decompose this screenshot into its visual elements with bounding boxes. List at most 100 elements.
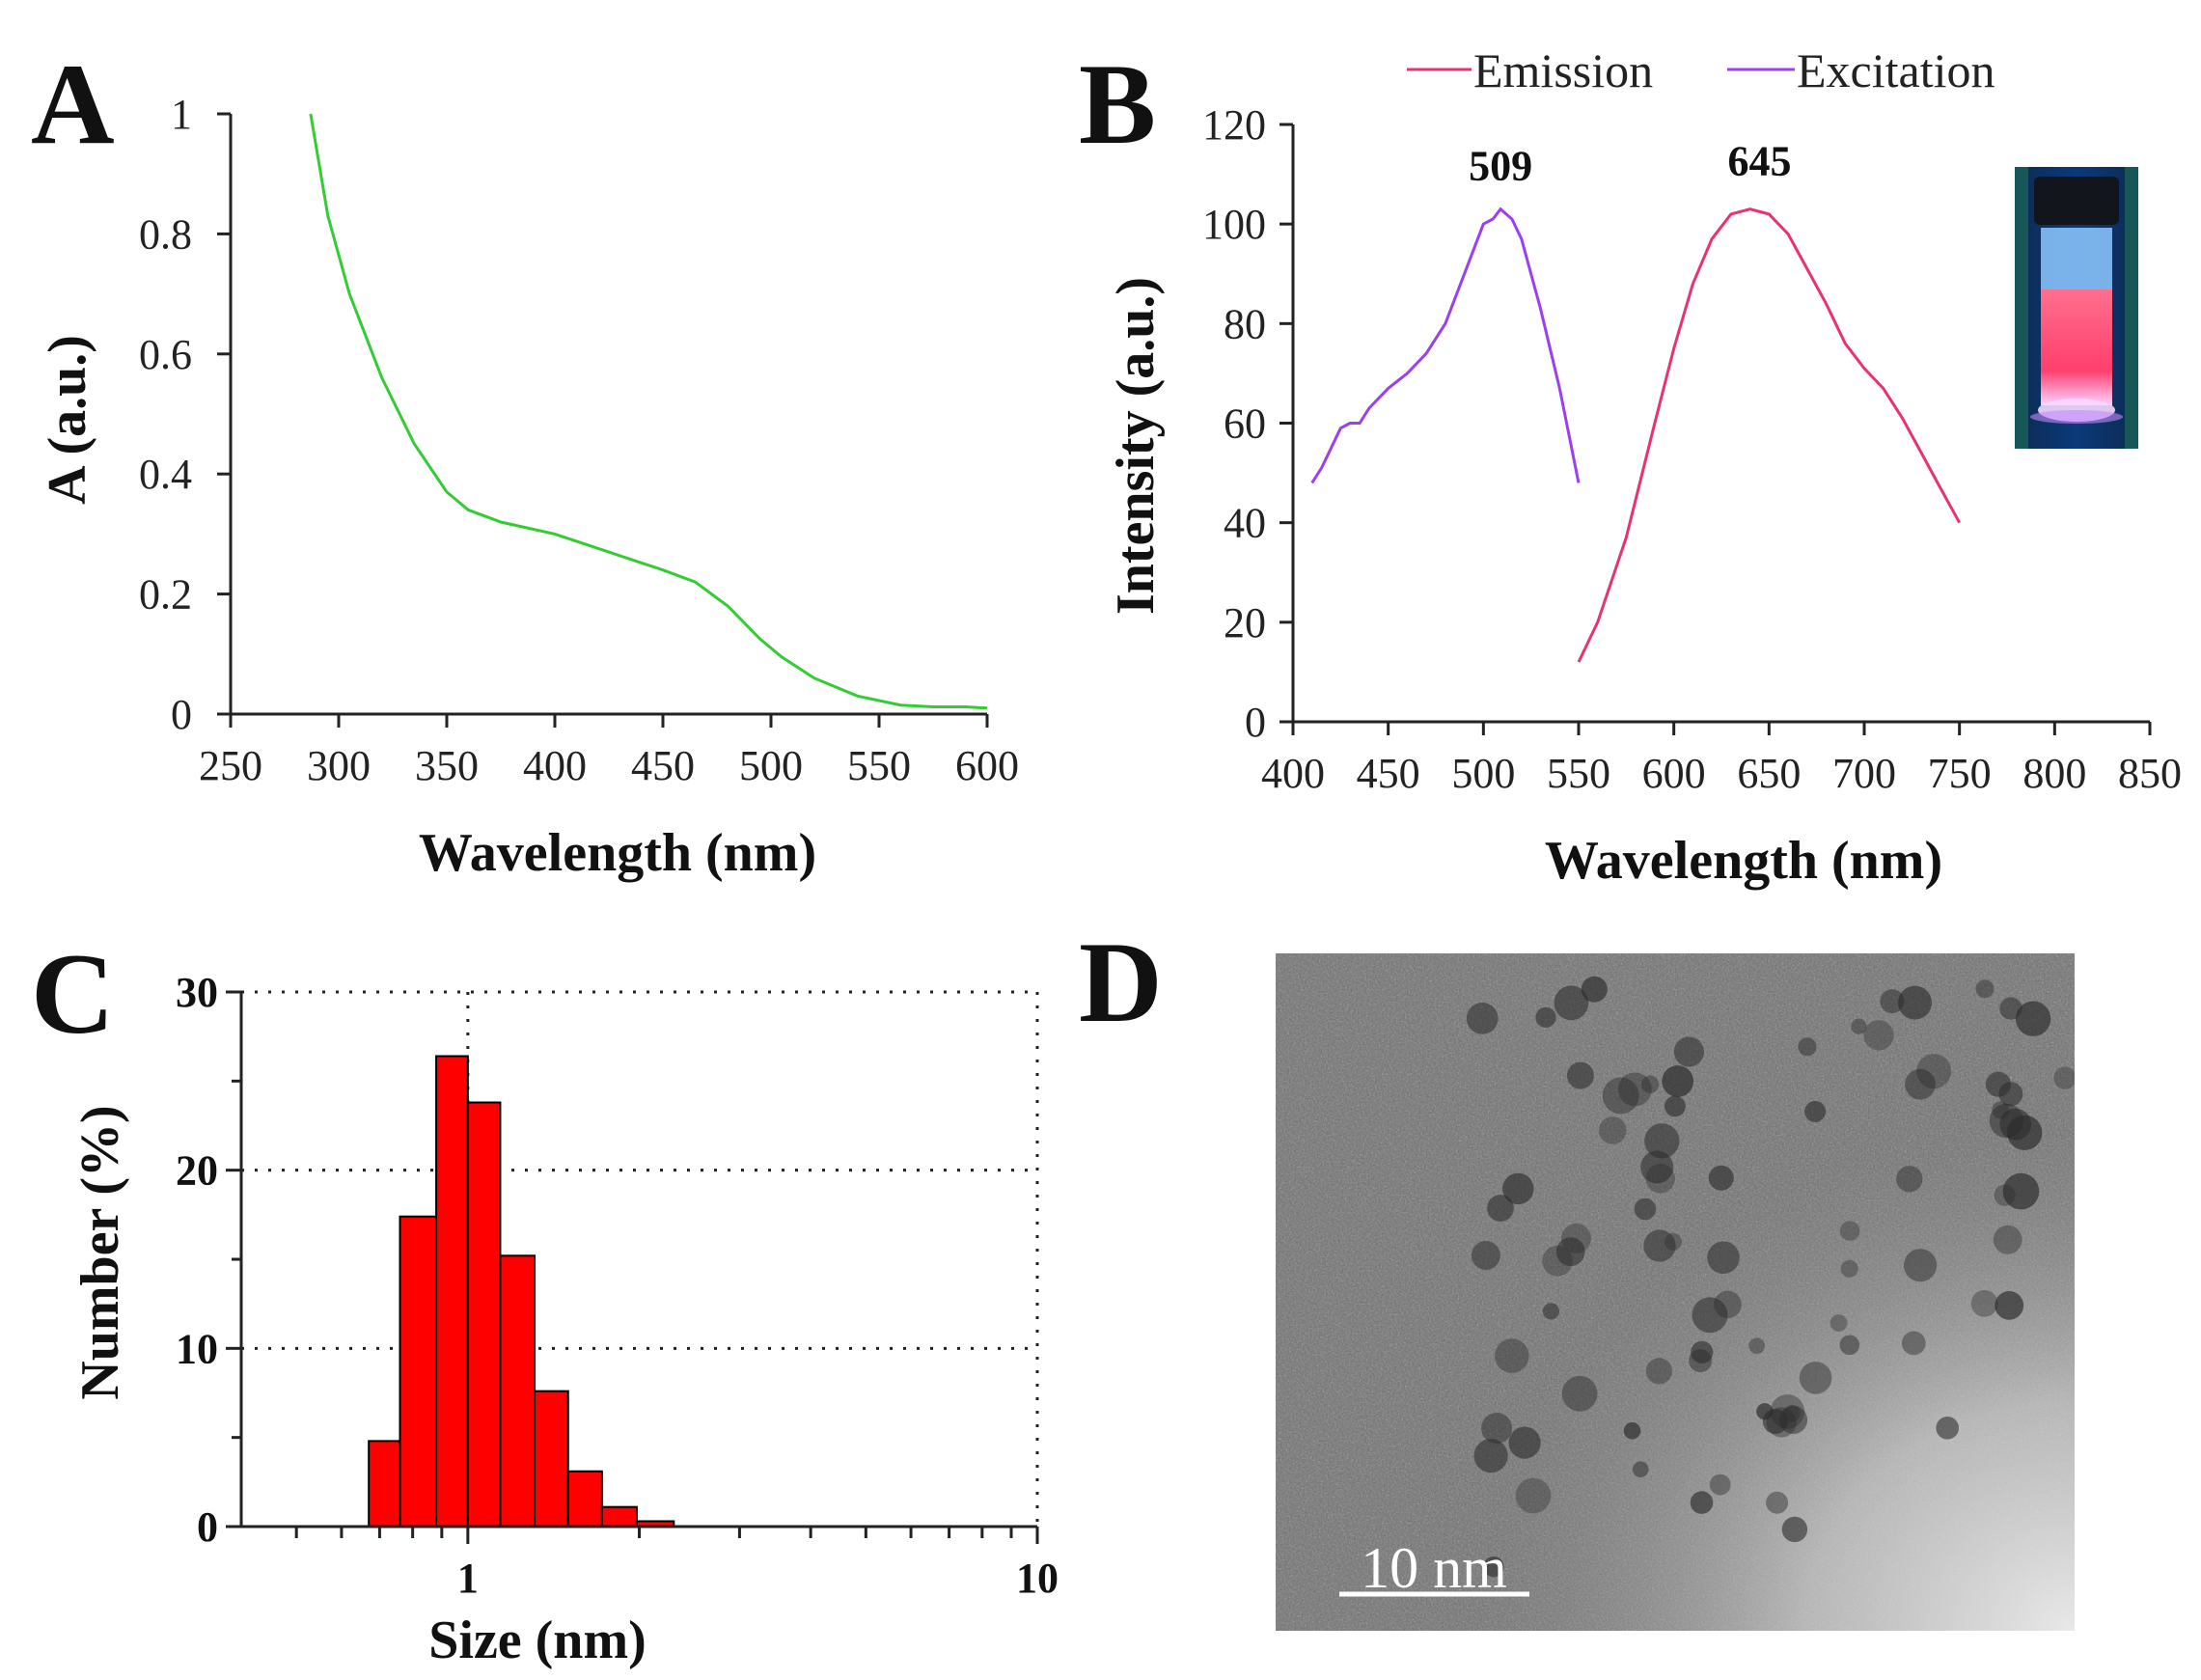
panel-c-y-ticks: 0 10 20 30 [176, 969, 241, 1551]
nanoparticle [1599, 1116, 1627, 1144]
panel-a-x-tick-label: 250 [199, 742, 262, 789]
panel-a-y-tick-label: 0.4 [139, 451, 192, 498]
nanoparticle [1781, 1516, 1808, 1543]
nanoparticle [1936, 1417, 1959, 1440]
nanoparticle [1904, 1249, 1938, 1282]
nanoparticle [1766, 1491, 1789, 1514]
nanoparticle [1799, 1362, 1832, 1394]
panel-a-y-tick-label: 0 [171, 691, 192, 738]
nanoparticle [1542, 1303, 1559, 1320]
nanoparticle [1995, 1291, 2024, 1320]
emission-peak-label: 645 [1727, 138, 1791, 185]
panel-a-y-ticks: 0 0.2 0.4 0.6 0.8 1 [139, 91, 231, 738]
panel-b-fluorescence-chart: B Emission Excitation 400 450 500 550 600 650… [1079, 40, 2182, 891]
nanoparticle [2015, 1001, 2051, 1036]
nanoparticle [1992, 1101, 2010, 1119]
nanoparticle [1487, 1195, 1514, 1222]
nanoparticle [1483, 1556, 1504, 1578]
nanoparticle [1643, 1229, 1676, 1262]
panel-c-x-tick-label: 1 [457, 1555, 479, 1602]
nanoparticle [1851, 1018, 1867, 1034]
nanoparticle [1617, 1072, 1652, 1107]
nanoparticle [1634, 1198, 1657, 1221]
nanoparticle [1905, 1068, 1936, 1100]
histogram-bar [566, 1470, 603, 1528]
nanoparticle-dots [1466, 976, 2075, 1578]
panel-c-letter: C [31, 929, 115, 1058]
panel-b-x-tick-label: 550 [1547, 750, 1610, 797]
panel-a-y-tick-label: 0.2 [139, 571, 192, 619]
nanoparticle [1709, 1473, 1731, 1496]
excitation-peak-label: 509 [1469, 143, 1532, 190]
nanoparticle [1985, 1071, 2011, 1097]
nanoparticle [1602, 1077, 1639, 1115]
nanoparticle [1707, 1241, 1740, 1274]
panel-b-x-tick-label: 850 [2118, 750, 2182, 797]
nanoparticle [1673, 1036, 1704, 1067]
nanoparticle [1798, 1037, 1817, 1057]
histogram-bar [600, 1505, 638, 1528]
panel-b-y-tick-label: 0 [1245, 699, 1266, 746]
nanoparticle [1692, 1297, 1728, 1334]
histogram-bar [435, 1055, 469, 1528]
panel-b-y-ticks: 0 20 40 60 80 100 120 [1202, 101, 1293, 746]
panel-a-absorbance-chart: A 250 300 350 400 450 500 550 600 0 0.2 0.4 0.6 0.8… [31, 40, 1019, 883]
nanoparticle [1840, 1259, 1858, 1278]
panel-b-letter: B [1079, 40, 1156, 168]
tem-micrograph [1276, 953, 2075, 1631]
nanoparticle [1999, 997, 2022, 1020]
nanoparticle [1783, 1404, 1801, 1422]
panel-a-x-tick-label: 550 [847, 742, 911, 789]
nanoparticle [1770, 1394, 1805, 1429]
panel-c-x-ticks: 1 10 [294, 1527, 1059, 1602]
nanoparticle [1804, 1100, 1827, 1122]
panel-a-x-ticks: 250 300 350 400 450 500 550 600 [199, 714, 1019, 789]
panel-b-y-tick-label: 60 [1224, 400, 1266, 448]
histogram-bar [399, 1215, 438, 1529]
panel-a-x-tick-label: 500 [739, 742, 803, 789]
panel-b-y-tick-label: 100 [1202, 201, 1266, 248]
histogram-bar [499, 1254, 536, 1528]
panel-b-x-ticks: 400 450 500 550 600 650 700 750 800 850 [1261, 722, 2182, 797]
excitation-series-line [1310, 207, 1581, 484]
nanoparticle [1830, 1314, 1848, 1332]
nanoparticle [1665, 1232, 1682, 1251]
panel-b-y-tick-label: 40 [1224, 500, 1266, 547]
panel-a-y-axis-title: A (a.u.) [38, 335, 97, 505]
panel-a-letter: A [31, 40, 115, 168]
panel-c-y-tick-label: 20 [176, 1147, 218, 1195]
panel-b-x-tick-label: 700 [1832, 750, 1896, 797]
nanoparticle [1471, 1241, 1500, 1270]
nanoparticle [1970, 1289, 1998, 1317]
nanoparticle [1839, 1335, 1860, 1356]
panel-c-bars [368, 1055, 675, 1529]
nanoparticle [1555, 1237, 1585, 1266]
nanoparticle [1756, 1403, 1774, 1420]
nanoparticle [1880, 989, 1905, 1014]
histogram-bar [534, 1390, 569, 1528]
nanoparticle [1665, 1095, 1686, 1117]
nanoparticle [1508, 1426, 1541, 1459]
panel-b-x-axis-title: Wavelength (nm) [1545, 831, 1942, 891]
nanoparticle [2002, 1172, 2040, 1210]
nanoparticle [1554, 985, 1589, 1021]
panel-b-x-tick-label: 600 [1642, 750, 1706, 797]
panel-d-letter: D [1079, 918, 1163, 1046]
nanoparticle [1535, 1006, 1556, 1028]
panel-c-y-tick-label: 10 [176, 1325, 218, 1372]
panel-a-x-tick-label: 600 [955, 742, 1019, 789]
nanoparticle [1623, 1421, 1641, 1440]
nanoparticle [1662, 1065, 1694, 1097]
panel-b-x-tick-label: 650 [1737, 750, 1801, 797]
nanoparticle [1898, 985, 1932, 1020]
panel-b-x-tick-label: 800 [2022, 750, 2086, 797]
scale-bar: 10 nm [1339, 1536, 1529, 1600]
panel-a-x-tick-label: 400 [523, 742, 587, 789]
legend-excitation-label: Excitation [1797, 43, 1995, 97]
nanoparticle [1994, 1184, 2016, 1206]
nanoparticle [1640, 1075, 1660, 1094]
panel-c-x-tick-label: 10 [1016, 1555, 1059, 1602]
nanoparticle [1748, 1337, 1766, 1355]
panel-b-x-tick-label: 450 [1357, 750, 1420, 797]
emission-series-line [1577, 207, 1962, 663]
